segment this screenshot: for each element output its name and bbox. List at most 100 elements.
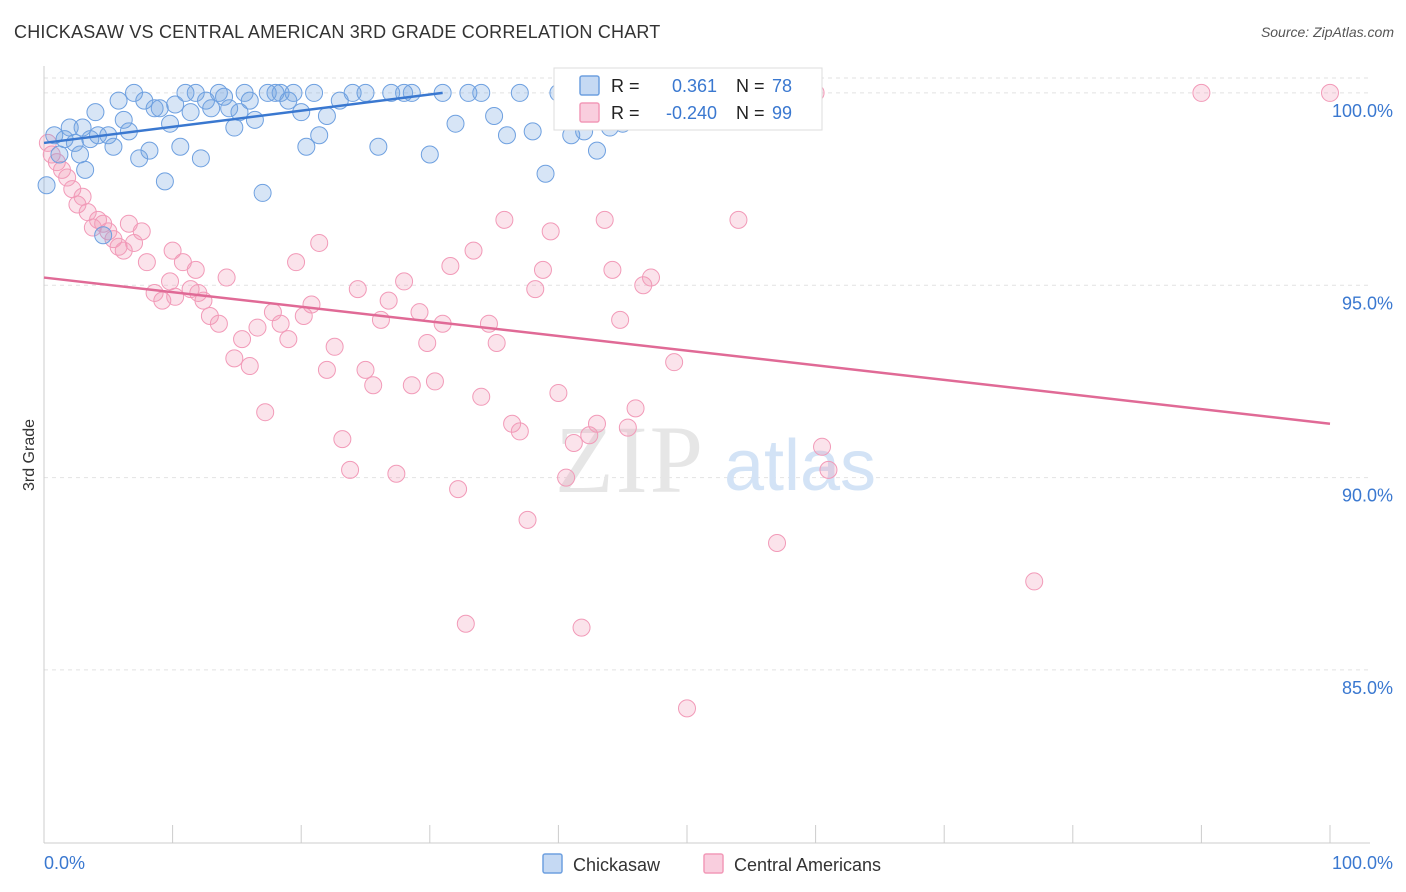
chickasaw-point	[191, 149, 210, 168]
grid-lines	[44, 77, 1370, 671]
series-legend: Chickasaw Central Americans	[542, 853, 881, 875]
bottom-legend-swatch-central-americans	[703, 853, 724, 874]
central-americans-point	[240, 357, 259, 376]
central-americans-point	[161, 272, 180, 291]
chickasaw-point	[258, 83, 277, 102]
chickasaw-point	[114, 110, 133, 129]
chickasaw-point	[135, 91, 154, 110]
central-americans-point	[333, 430, 352, 449]
chickasaw-point	[94, 226, 113, 245]
central-americans-point	[541, 222, 560, 241]
y-tick-label: 95.0%	[1342, 293, 1393, 313]
central-americans-point	[449, 480, 468, 499]
legend-r-value-1: 0.361	[672, 76, 717, 96]
chickasaw-point	[343, 83, 362, 102]
central-americans-point	[626, 399, 645, 418]
chickasaw-point	[186, 83, 205, 102]
central-americans-point	[200, 307, 219, 326]
svg-text:R =: R =	[611, 76, 640, 96]
central-americans-point	[564, 433, 583, 452]
chickasaw-point	[536, 164, 555, 183]
central-americans-point	[186, 260, 205, 279]
central-americans-point	[302, 295, 321, 314]
central-americans-point	[279, 330, 298, 349]
watermark-zip: ZIP	[555, 406, 705, 513]
central-americans-point	[233, 330, 252, 349]
legend-r-label-2: R =	[611, 103, 640, 123]
central-americans-point	[256, 403, 275, 422]
chickasaw-point	[45, 126, 64, 145]
chickasaw-point	[271, 83, 290, 102]
bottom-legend-swatch-chickasaw	[542, 853, 563, 874]
central-americans-point	[456, 614, 475, 633]
chickasaw-point	[356, 83, 375, 102]
legend-r-value-2: -0.240	[666, 103, 717, 123]
central-americans-point	[472, 387, 491, 406]
central-americans-point	[271, 314, 290, 333]
central-americans-point	[641, 268, 660, 287]
chickasaw-point	[140, 141, 159, 160]
chickasaw-point	[71, 145, 90, 164]
central-americans-point	[510, 422, 529, 441]
legend-n-value-2: 99	[772, 103, 792, 123]
y-axis-label: 3rd Grade	[21, 419, 38, 491]
central-americans-point	[348, 280, 367, 299]
central-americans-point	[364, 376, 383, 395]
legend-swatch-chickasaw	[579, 75, 600, 96]
central-americans-point	[325, 337, 344, 356]
central-americans-point	[225, 349, 244, 368]
chickasaw-point	[109, 91, 128, 110]
central-americans-point	[310, 233, 329, 252]
central-americans-point	[163, 241, 182, 260]
central-americans-point	[503, 414, 522, 433]
central-americans-point	[768, 533, 787, 552]
chickasaw-point	[104, 137, 123, 156]
watermark-atlas: atlas	[724, 426, 876, 506]
chickasaw-point	[171, 137, 190, 156]
central-americans-point	[137, 253, 156, 272]
central-americans-point	[418, 333, 437, 352]
chickasaw-point	[587, 141, 606, 160]
central-americans-point	[58, 168, 77, 187]
chickasaw-point	[161, 114, 180, 133]
chickasaw-point	[130, 149, 149, 168]
chickasaw-point	[76, 160, 95, 179]
chickasaw-point	[317, 107, 336, 126]
bottom-legend-label-central-americans: Central Americans	[734, 855, 881, 875]
chickasaw-trend-line	[43, 91, 443, 145]
source-label: Source: ZipAtlas.com	[1260, 24, 1394, 40]
chickasaw-point	[459, 83, 478, 102]
chickasaw-point	[176, 83, 195, 102]
central-americans-point	[379, 291, 398, 310]
legend-n-label-1: N =	[736, 76, 765, 96]
central-americans-point	[114, 241, 133, 260]
chickasaw-point	[202, 99, 221, 118]
chickasaw-point	[220, 99, 239, 118]
central-americans-trend-line	[43, 276, 1331, 425]
central-americans-point	[595, 210, 614, 229]
chickasaw-point	[420, 145, 439, 164]
chickasaw-point	[50, 145, 69, 164]
series-central-americans-points	[38, 83, 1339, 718]
central-americans-point	[518, 510, 537, 529]
trend-lines	[43, 91, 1331, 425]
central-americans-point	[1025, 572, 1044, 591]
central-americans-point	[618, 418, 637, 437]
legend-r-label-1: R =	[611, 76, 640, 96]
central-americans-point	[341, 460, 360, 479]
legend-n-value-1: 78	[772, 76, 792, 96]
central-americans-point	[533, 260, 552, 279]
central-americans-point	[813, 437, 832, 456]
y-tick-labels: 85.0% 90.0% 95.0% 100.0%	[1332, 101, 1393, 698]
chickasaw-point	[215, 87, 234, 106]
chickasaw-point	[181, 103, 200, 122]
central-americans-point	[819, 460, 838, 479]
central-americans-point	[395, 272, 414, 291]
chickasaw-point	[225, 118, 244, 137]
chickasaw-point	[145, 99, 164, 118]
chickasaw-point	[369, 137, 388, 156]
central-americans-point	[729, 210, 748, 229]
chickasaw-point	[230, 103, 249, 122]
central-americans-point	[1192, 83, 1211, 102]
